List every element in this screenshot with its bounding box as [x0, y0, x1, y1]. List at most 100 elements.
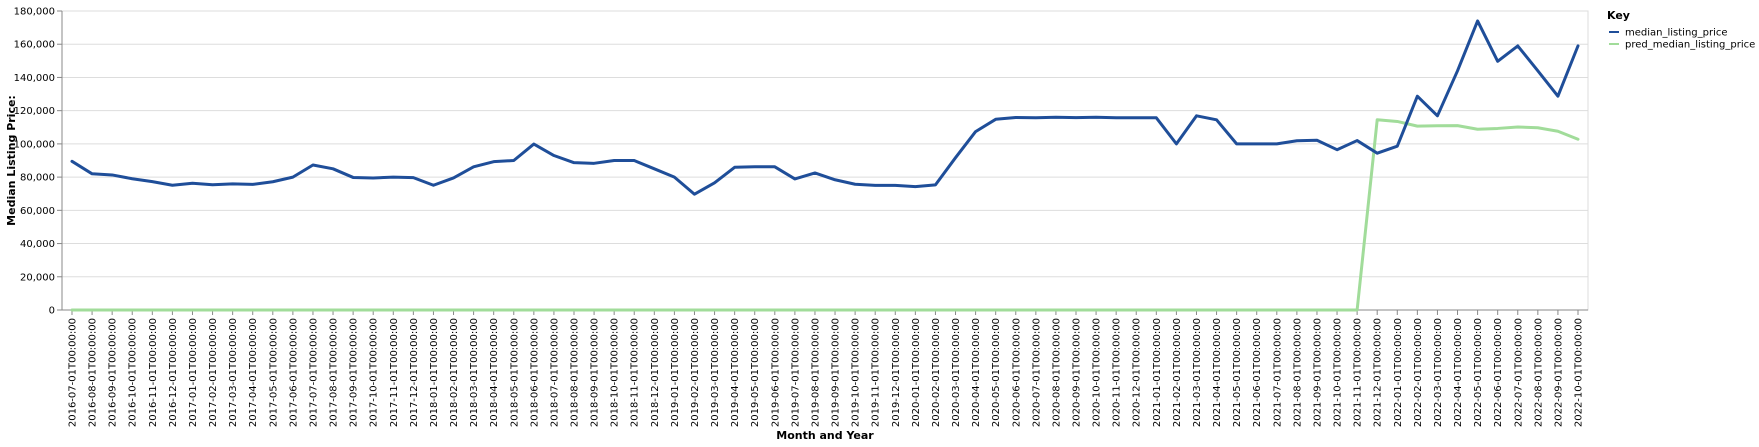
series-line-pred_median_listing_price: [70, 118, 1580, 312]
x-tick-label: 2017-01-01T00:00:00: [188, 318, 199, 427]
x-tick-label: 2022-08-01T00:00:00: [1533, 318, 1544, 427]
x-tick-label: 2022-03-01T00:00:00: [1433, 318, 1444, 427]
x-tick-label: 2017-12-01T00:00:00: [409, 318, 420, 427]
y-tick-label: 0: [49, 306, 55, 317]
x-tick-label: 2019-08-01T00:00:00: [810, 318, 821, 427]
x-tick-label: 2019-12-01T00:00:00: [891, 318, 902, 427]
x-tick-label: 2016-09-01T00:00:00: [108, 318, 119, 427]
plot-area-frame: [61, 10, 1589, 311]
y-tick-label: 20,000: [20, 272, 55, 283]
x-tick-label: 2018-03-01T00:00:00: [469, 318, 480, 427]
x-tick-label: 2016-11-01T00:00:00: [148, 318, 159, 427]
x-tick-label: 2016-07-01T00:00:00: [68, 318, 79, 427]
x-tick-label: 2020-06-01T00:00:00: [1011, 318, 1022, 427]
x-tick-label: 2019-01-01T00:00:00: [670, 318, 681, 427]
x-tick-label: 2019-02-01T00:00:00: [690, 318, 701, 427]
x-tick-label: 2018-06-01T00:00:00: [529, 318, 540, 427]
x-tick-label: 2020-01-01T00:00:00: [911, 318, 922, 427]
x-tick-label: 2022-09-01T00:00:00: [1553, 318, 1564, 427]
x-tick-label: 2019-03-01T00:00:00: [710, 318, 721, 427]
x-tick-label: 2020-04-01T00:00:00: [971, 318, 982, 427]
y-tick-label: 140,000: [14, 73, 55, 84]
x-tick-label: 2018-11-01T00:00:00: [630, 318, 641, 427]
x-tick-label: 2018-02-01T00:00:00: [449, 318, 460, 427]
x-tick-label: 2020-12-01T00:00:00: [1132, 318, 1143, 427]
x-tick-label: 2021-06-01T00:00:00: [1252, 318, 1263, 427]
x-tick-label: 2019-06-01T00:00:00: [770, 318, 781, 427]
x-tick-label: 2016-08-01T00:00:00: [88, 318, 99, 427]
x-tick-label: 2022-07-01T00:00:00: [1513, 318, 1524, 427]
y-tick-label: 60,000: [20, 206, 55, 217]
y-tick-label: 120,000: [14, 106, 55, 117]
x-tick-label: 2017-11-01T00:00:00: [389, 318, 400, 427]
x-tick-label: 2017-07-01T00:00:00: [308, 318, 319, 427]
y-axis-title: Median Listing Price:: [5, 95, 18, 226]
legend-title: Key: [1607, 9, 1630, 22]
x-tick-label: 2022-01-01T00:00:00: [1393, 318, 1404, 427]
x-tick-label: 2020-03-01T00:00:00: [951, 318, 962, 427]
x-tick-label: 2020-05-01T00:00:00: [991, 318, 1002, 427]
x-tick-label: 2021-01-01T00:00:00: [1152, 318, 1163, 427]
y-tick-label: 80,000: [20, 173, 55, 184]
x-tick-label: 2017-05-01T00:00:00: [268, 318, 279, 427]
x-tick-label: 2021-03-01T00:00:00: [1192, 318, 1203, 427]
x-tick-label: 2021-05-01T00:00:00: [1232, 318, 1243, 427]
x-tick-label: 2016-10-01T00:00:00: [128, 318, 139, 427]
x-tick-label: 2017-09-01T00:00:00: [349, 318, 360, 427]
x-tick-label: 2019-10-01T00:00:00: [851, 318, 862, 427]
legend-label: median_listing_price: [1625, 28, 1728, 39]
x-tick-label: 2020-02-01T00:00:00: [931, 318, 942, 427]
x-tick-label: 2022-02-01T00:00:00: [1413, 318, 1424, 427]
x-tick-label: 2020-09-01T00:00:00: [1072, 318, 1083, 427]
x-tick-label: 2021-07-01T00:00:00: [1272, 318, 1283, 427]
x-tick-label: 2018-04-01T00:00:00: [489, 318, 500, 427]
x-tick-label: 2019-07-01T00:00:00: [790, 318, 801, 427]
x-axis: 2016-07-01T00:00:00 2016-08-01T00:00:00 20…: [62, 309, 1588, 427]
gridlines: [62, 10, 1588, 311]
x-tick-label: 2019-04-01T00:00:00: [730, 318, 741, 427]
x-tick-label: 2017-06-01T00:00:00: [288, 318, 299, 427]
x-tick-label: 2016-12-01T00:00:00: [168, 318, 179, 427]
x-tick-label: 2019-11-01T00:00:00: [871, 318, 882, 427]
x-tick-label: 2018-09-01T00:00:00: [590, 318, 601, 427]
x-tick-label: 2022-06-01T00:00:00: [1493, 318, 1504, 427]
y-axis: 0 20,000 40,000 60,000 80,000 100,000 120,000 1…: [14, 7, 63, 317]
x-tick-label: 2021-12-01T00:00:00: [1373, 318, 1384, 427]
x-tick-label: 2020-08-01T00:00:00: [1051, 318, 1062, 427]
series-line-median_listing_price: [70, 19, 1580, 196]
x-tick-label: 2021-10-01T00:00:00: [1333, 318, 1344, 427]
x-tick-label: 2017-08-01T00:00:00: [329, 318, 340, 427]
x-tick-label: 2022-05-01T00:00:00: [1473, 318, 1484, 427]
x-tick-label: 2018-12-01T00:00:00: [650, 318, 661, 427]
x-tick-label: 2017-02-01T00:00:00: [208, 318, 219, 427]
x-tick-label: 2022-10-01T00:00:00: [1574, 318, 1585, 427]
x-tick-label: 2021-08-01T00:00:00: [1292, 318, 1303, 427]
x-axis-title: Month and Year: [776, 429, 874, 442]
x-tick-label: 2021-02-01T00:00:00: [1172, 318, 1183, 427]
x-tick-label: 2022-04-01T00:00:00: [1453, 318, 1464, 427]
x-tick-label: 2018-01-01T00:00:00: [429, 318, 440, 427]
y-tick-label: 160,000: [14, 40, 55, 51]
x-tick-label: 2018-05-01T00:00:00: [509, 318, 520, 427]
y-tick-label: 180,000: [14, 7, 55, 18]
x-tick-label: 2018-10-01T00:00:00: [610, 318, 621, 427]
x-tick-label: 2020-11-01T00:00:00: [1112, 318, 1123, 427]
x-tick-label: 2021-04-01T00:00:00: [1212, 318, 1223, 427]
x-tick-label: 2018-08-01T00:00:00: [570, 318, 581, 427]
x-tick-label: 2017-10-01T00:00:00: [369, 318, 380, 427]
x-tick-label: 2017-03-01T00:00:00: [228, 318, 239, 427]
x-tick-label: 2021-11-01T00:00:00: [1353, 318, 1364, 427]
x-tick-label: 2017-04-01T00:00:00: [248, 318, 259, 427]
legend: Key median_listing_pricepred_median_list…: [1607, 9, 1755, 51]
x-tick-label: 2019-05-01T00:00:00: [750, 318, 761, 427]
y-tick-label: 100,000: [14, 139, 55, 150]
series-layer: [70, 19, 1580, 312]
x-tick-label: 2019-09-01T00:00:00: [831, 318, 842, 427]
legend-label: pred_median_listing_price: [1625, 40, 1755, 51]
x-tick-label: 2018-07-01T00:00:00: [549, 318, 560, 427]
x-tick-label: 2020-07-01T00:00:00: [1031, 318, 1042, 427]
y-tick-label: 40,000: [20, 239, 55, 250]
x-tick-label: 2020-10-01T00:00:00: [1092, 318, 1103, 427]
x-tick-label: 2021-09-01T00:00:00: [1312, 318, 1323, 427]
